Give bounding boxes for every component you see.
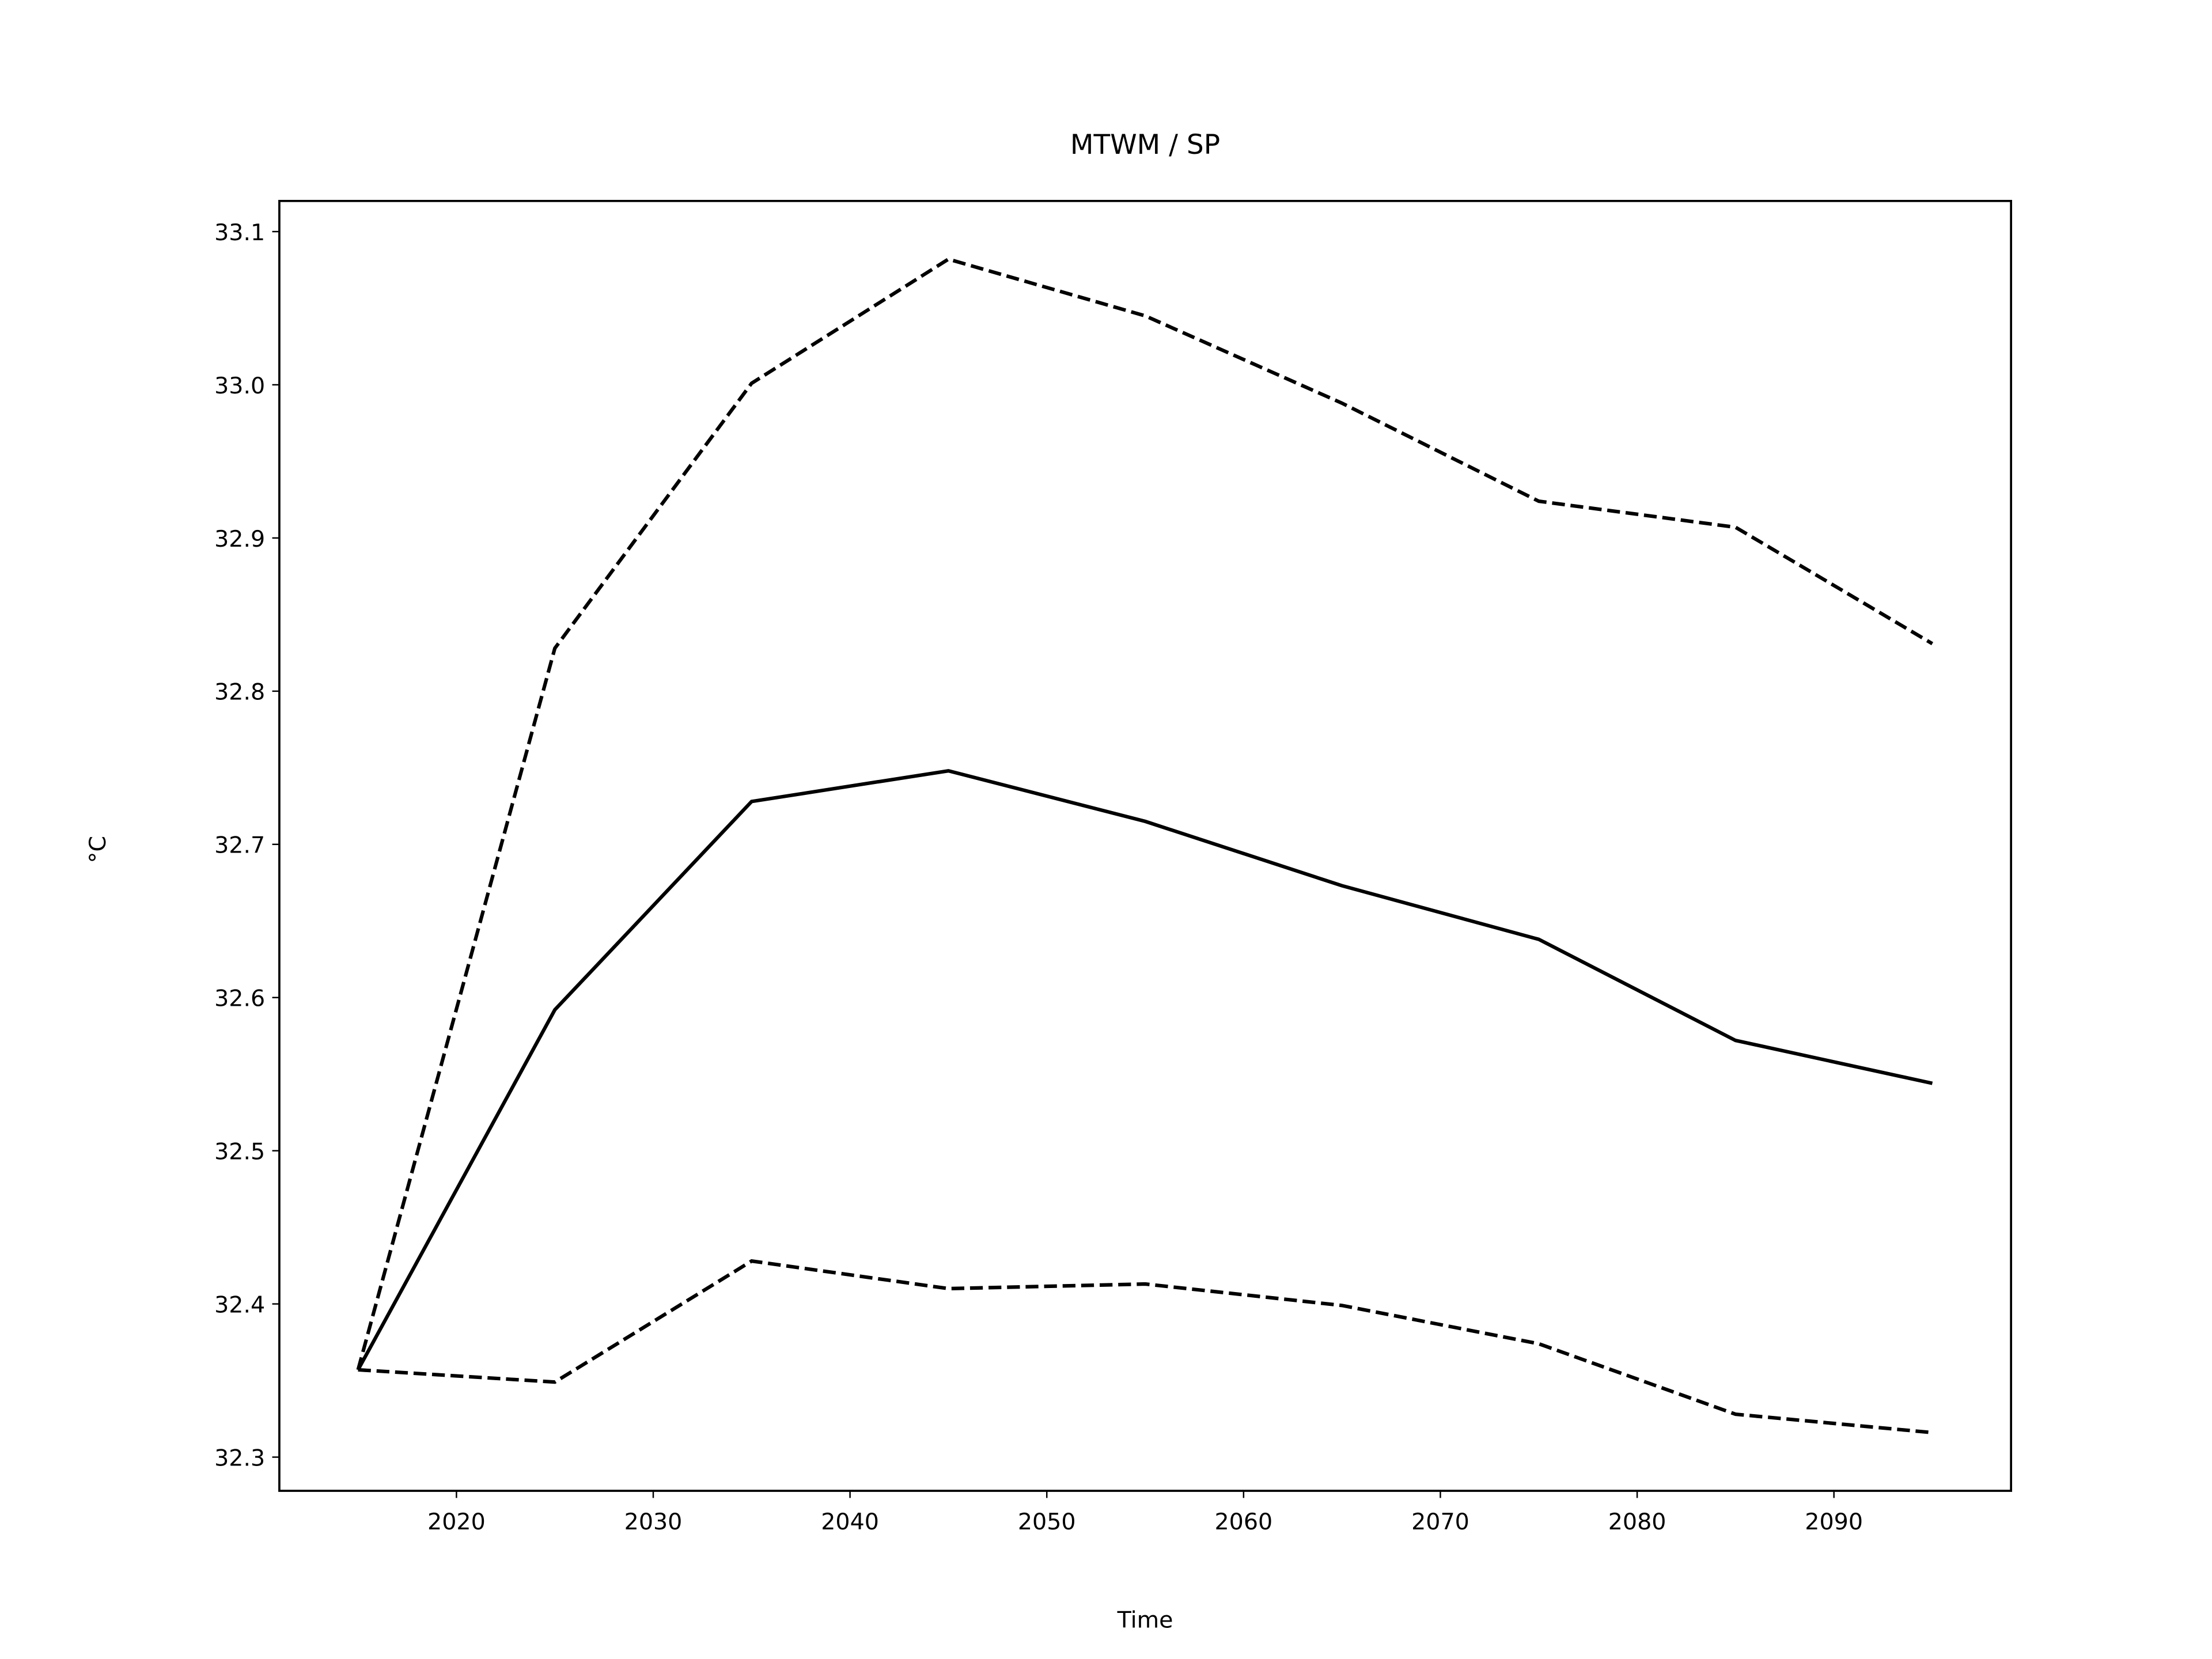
y-axis-label: °C xyxy=(85,836,111,863)
y-tick-label: 32.8 xyxy=(214,679,265,706)
x-tick-label: 2090 xyxy=(1805,1509,1863,1535)
series-line xyxy=(356,257,1934,1370)
y-tick-label: 33.0 xyxy=(214,373,265,399)
y-tick-label: 32.3 xyxy=(214,1445,265,1471)
y-tick-label: 32.4 xyxy=(214,1291,265,1318)
x-tick-label: 2020 xyxy=(427,1509,486,1535)
y-tick-label: 32.9 xyxy=(214,526,265,552)
chart-title: MTWM / SP xyxy=(1070,129,1220,161)
x-axis-label: Time xyxy=(1117,1607,1173,1634)
x-tick-label: 2060 xyxy=(1214,1509,1272,1535)
x-tick-label: 2030 xyxy=(624,1509,683,1535)
y-tick-label: 32.7 xyxy=(214,832,265,859)
y-tick-label: 32.6 xyxy=(214,986,265,1012)
x-tick-label: 2070 xyxy=(1411,1509,1469,1535)
plot-frame xyxy=(278,200,2012,1492)
y-tick-label: 32.5 xyxy=(214,1139,265,1165)
series-line xyxy=(356,768,1933,1371)
x-tick-label: 2040 xyxy=(821,1509,879,1535)
x-tick-label: 2080 xyxy=(1608,1509,1666,1535)
series-line xyxy=(358,1259,1933,1435)
x-tick-label: 2050 xyxy=(1018,1509,1076,1535)
y-tick-label: 33.1 xyxy=(214,219,265,246)
